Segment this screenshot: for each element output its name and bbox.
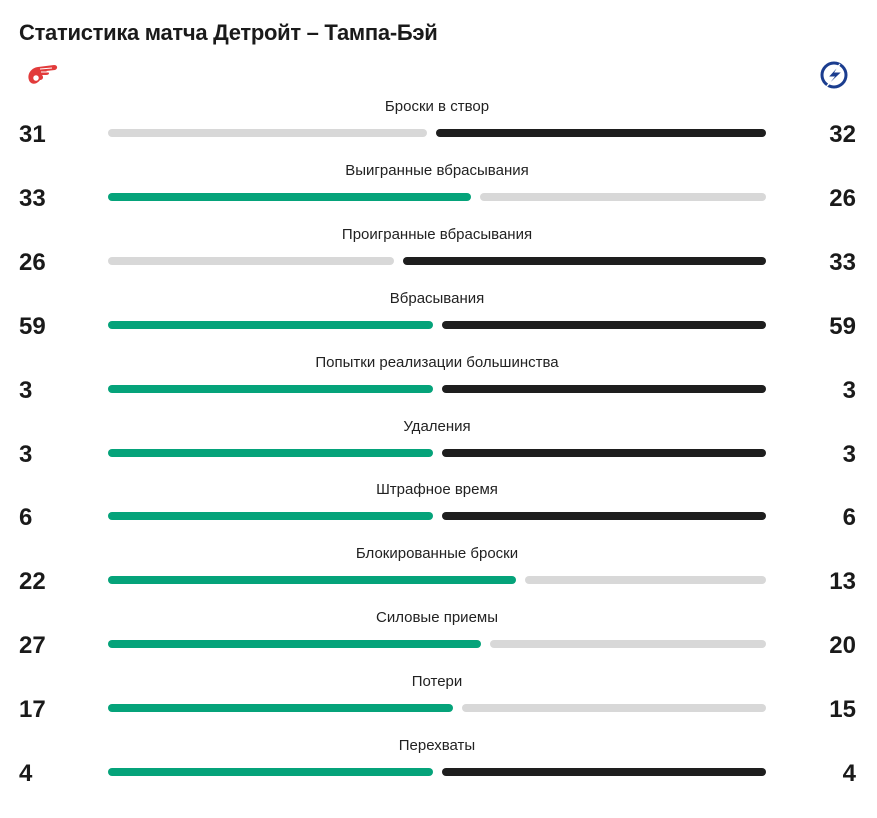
stat-bar-left bbox=[108, 129, 428, 137]
stat-bar-track bbox=[108, 640, 766, 649]
stat-value-right: 4 bbox=[842, 760, 856, 787]
stat-bar-left bbox=[108, 704, 453, 713]
stat-value-right: 59 bbox=[829, 312, 856, 340]
stat-bar-left bbox=[108, 640, 481, 649]
stat-bar-left bbox=[108, 256, 394, 265]
stat-label: Перехваты bbox=[398, 737, 476, 754]
stat-bar-track bbox=[108, 704, 766, 713]
stat-bar-track bbox=[108, 576, 766, 585]
stat-value-right: 15 bbox=[829, 696, 856, 724]
stat-bar-right bbox=[441, 512, 766, 521]
stat-bar-left bbox=[108, 384, 433, 393]
stat-value-left: 31 bbox=[19, 121, 46, 148]
stat-label: Броски в створ bbox=[384, 98, 490, 115]
page-title: Статистика матча Детройт – Тампа-Бэй bbox=[19, 20, 438, 45]
stat-bar-right bbox=[436, 129, 766, 137]
stat-row: Попытки реализации большинства 3 3 bbox=[0, 354, 877, 418]
stat-bar-right bbox=[441, 768, 766, 776]
stat-row: Перехваты 4 4 bbox=[0, 737, 877, 801]
stat-value-right: 20 bbox=[829, 632, 856, 660]
stat-value-left: 3 bbox=[19, 440, 33, 468]
stat-value-left: 6 bbox=[19, 504, 33, 532]
stat-bar-right bbox=[461, 704, 766, 713]
stat-value-right: 33 bbox=[829, 248, 856, 276]
stat-value-right: 3 bbox=[842, 440, 856, 468]
stat-value-left: 22 bbox=[19, 568, 46, 596]
stat-bar-right bbox=[441, 448, 766, 457]
stat-bar-track bbox=[108, 320, 766, 329]
stat-bar-track bbox=[108, 256, 766, 265]
stat-value-right: 3 bbox=[842, 376, 856, 404]
stat-value-left: 59 bbox=[19, 312, 46, 340]
stat-bar-track bbox=[108, 129, 766, 137]
red-wings-logo-icon bbox=[28, 65, 58, 84]
stat-row: Выигранные вбрасывания 33 26 bbox=[0, 162, 877, 226]
stat-label: Силовые приемы bbox=[375, 609, 498, 627]
stat-bar-right bbox=[441, 384, 766, 393]
stat-label: Выигранные вбрасывания bbox=[345, 161, 529, 179]
stat-row: Потери 17 15 bbox=[0, 673, 877, 737]
stat-value-right: 26 bbox=[829, 184, 856, 212]
stat-row: Штрафное время 6 6 bbox=[0, 481, 877, 545]
stat-bar-left bbox=[108, 320, 433, 329]
stat-row: Силовые приемы 27 20 bbox=[0, 609, 877, 673]
stat-value-left: 33 bbox=[19, 184, 46, 212]
stat-bar-left bbox=[108, 448, 433, 457]
stat-bar-left bbox=[108, 512, 433, 521]
stat-bar-right bbox=[403, 256, 766, 265]
stat-value-left: 3 bbox=[19, 376, 33, 404]
stat-value-left: 4 bbox=[19, 760, 33, 787]
stat-row: Проигранные вбрасывания 26 33 bbox=[0, 226, 877, 290]
stat-label: Блокированные броски bbox=[355, 545, 519, 563]
stat-bar-track bbox=[108, 512, 766, 521]
stat-row: Удаления 3 3 bbox=[0, 418, 877, 482]
stat-bar-track bbox=[108, 384, 766, 393]
stat-value-right: 32 bbox=[829, 121, 856, 148]
stat-bar-left bbox=[108, 192, 471, 201]
stat-bar-track bbox=[108, 448, 766, 457]
stat-label: Потери bbox=[411, 673, 463, 691]
stat-label: Вбрасывания bbox=[389, 289, 485, 307]
stat-label: Проигранные вбрасывания bbox=[341, 225, 533, 243]
stat-label: Попытки реализации большинства bbox=[315, 353, 559, 371]
stat-bar-left bbox=[108, 576, 516, 585]
stat-bar-right bbox=[489, 640, 766, 649]
lightning-logo-icon bbox=[820, 61, 848, 89]
stat-bar-left bbox=[108, 768, 433, 776]
stat-row: Броски в створ 31 32 bbox=[0, 98, 877, 162]
stat-label: Удаления bbox=[403, 417, 471, 435]
stat-bar-right bbox=[524, 576, 766, 585]
stat-bar-track bbox=[108, 768, 766, 776]
stat-value-left: 26 bbox=[19, 248, 46, 276]
stat-row: Блокированные броски 22 13 bbox=[0, 545, 877, 609]
stat-label: Штрафное время bbox=[376, 481, 498, 499]
stat-value-right: 6 bbox=[842, 504, 856, 532]
stat-bar-right bbox=[480, 192, 766, 201]
stat-row: Вбрасывания 59 59 bbox=[0, 290, 877, 354]
stat-value-left: 27 bbox=[19, 632, 46, 660]
stat-value-left: 17 bbox=[19, 696, 46, 724]
stat-bar-right bbox=[441, 320, 766, 329]
stat-bar-track bbox=[108, 192, 766, 201]
stat-value-right: 13 bbox=[829, 568, 856, 596]
